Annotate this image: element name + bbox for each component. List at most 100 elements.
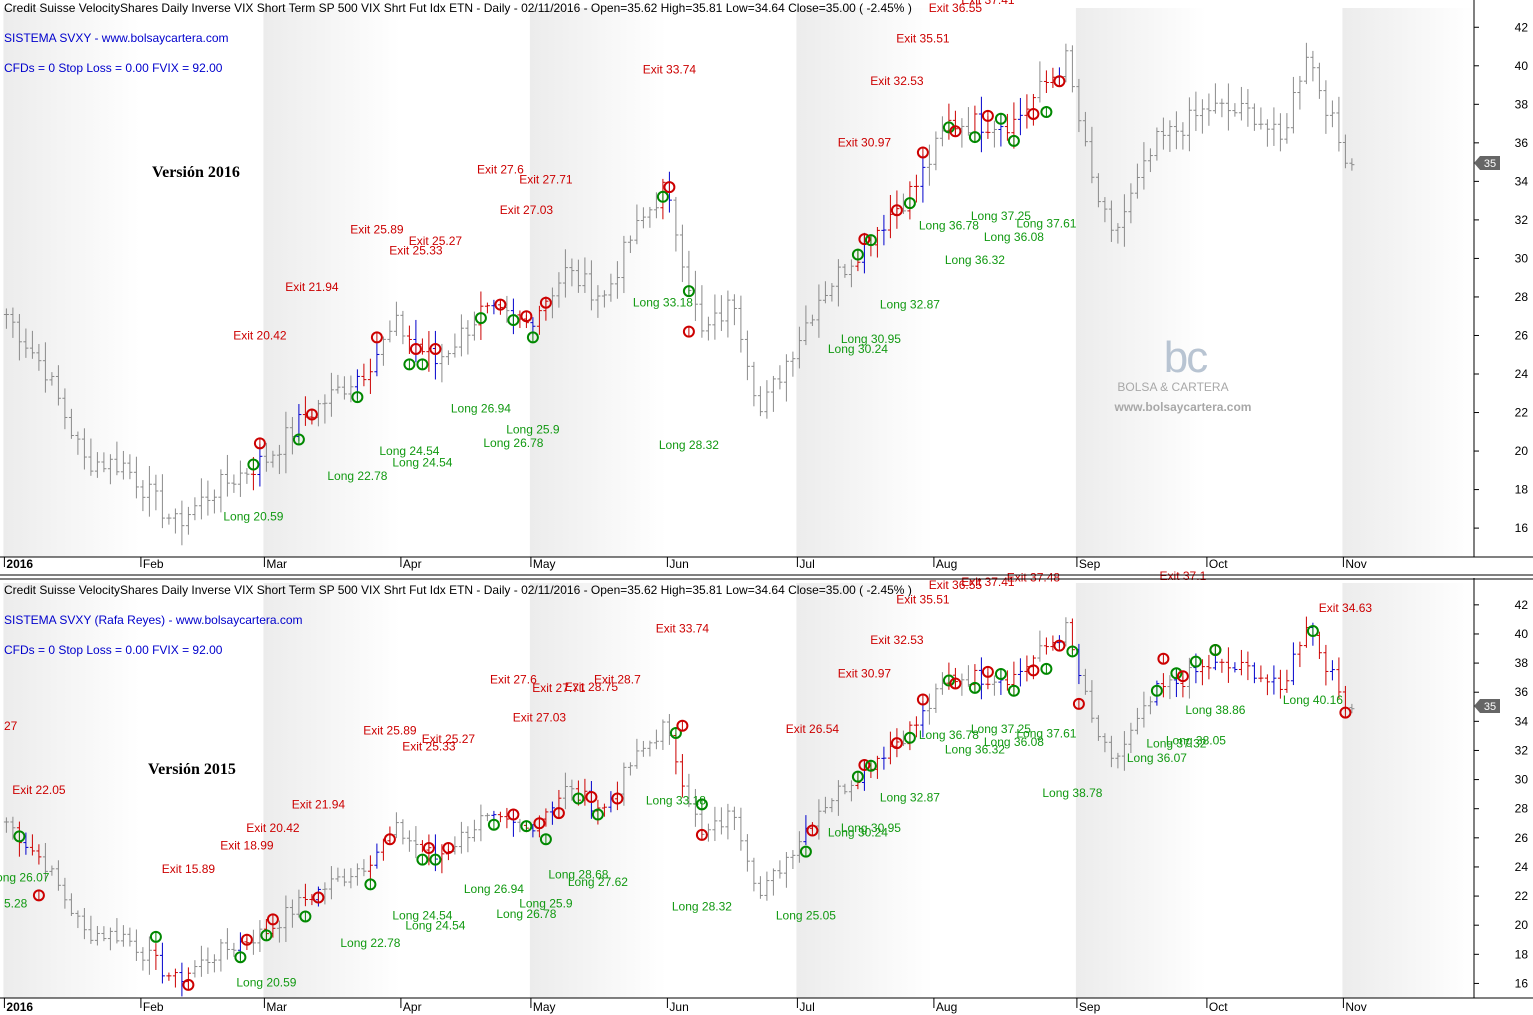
y-tick-label: 26: [1515, 831, 1529, 845]
long-label: Long 40.16: [1283, 693, 1343, 707]
long-label: Long 28.32: [659, 438, 719, 452]
params-label: CFDs = 0 Stop Loss = 0.00 FVIX = 92.00: [4, 61, 223, 75]
exit-label: Exit 26.54: [786, 722, 840, 736]
long-label: Long 26.78: [483, 436, 543, 450]
exit-label: Exit 34.63: [1319, 601, 1373, 615]
exit-label: Exit 27.6: [490, 672, 537, 686]
y-tick-label: 32: [1515, 213, 1529, 227]
y-tick-label: 42: [1515, 598, 1529, 612]
exit-label: Exit 30.97: [838, 667, 892, 681]
y-tick-label: 26: [1515, 328, 1529, 342]
long-label: Long 37.61: [1016, 217, 1076, 231]
params-label: CFDs = 0 Stop Loss = 0.00 FVIX = 92.00: [4, 643, 223, 657]
version-title: Versión 2015: [148, 761, 236, 778]
long-label: Long 36.32: [945, 253, 1005, 267]
long-label: Long 22.78: [340, 936, 400, 950]
y-tick-label: 30: [1515, 251, 1529, 265]
y-tick-label: 18: [1515, 483, 1529, 497]
y-tick-label: 38: [1515, 656, 1529, 670]
x-tick-label: May: [533, 1000, 556, 1014]
month-stripe: [400, 8, 530, 557]
exit-label: Exit 37.41: [961, 0, 1015, 7]
exit-label: Exit 27.6: [477, 163, 524, 177]
x-tick-label: Jul: [799, 1000, 814, 1014]
long-label: Long 30.95: [841, 821, 901, 835]
x-tick-label: Jul: [799, 557, 814, 571]
x-tick-label: Nov: [1345, 557, 1366, 571]
x-tick-label: Jun: [669, 1000, 688, 1014]
y-tick-label: 36: [1515, 685, 1529, 699]
exit-label: Exit 27.03: [513, 710, 567, 724]
month-stripe: [3, 8, 140, 557]
exit-label: Exit 37.1: [1160, 569, 1207, 583]
long-label: Long 37.61: [1016, 726, 1076, 740]
month-stripe: [1076, 8, 1206, 557]
y-tick-label: 30: [1515, 773, 1529, 787]
y-tick-label: 34: [1515, 174, 1529, 188]
y-tick-label: 24: [1515, 367, 1529, 381]
y-tick-label: 38: [1515, 97, 1529, 111]
x-tick-label: Feb: [143, 1000, 164, 1014]
month-stripe: [1206, 8, 1343, 557]
x-tick-label: Aug: [936, 1000, 957, 1014]
exit-label: Exit 25.89: [363, 723, 417, 737]
y-tick-label: 34: [1515, 714, 1529, 728]
x-tick-label: Mar: [266, 557, 287, 571]
watermark-line1: BOLSA & CARTERA: [1117, 380, 1228, 394]
x-tick-label: Sep: [1079, 1000, 1101, 1014]
month-stripe: [666, 8, 796, 557]
long-label: Long 26.94: [464, 882, 524, 896]
panel-version-2015: 16182022242628303234363840422016 Feb Mar Ap…: [0, 569, 1533, 1014]
long-label: Long 24.54: [392, 455, 452, 469]
exit-label: Exit 32.53: [870, 633, 924, 647]
exit-label: Exit 15.89: [162, 862, 216, 876]
y-tick-label: 24: [1515, 860, 1529, 874]
x-tick-label: Nov: [1345, 1000, 1366, 1014]
y-tick-label: 28: [1515, 802, 1529, 816]
exit-label: Exit 18.99: [220, 838, 274, 852]
month-stripe: [140, 8, 264, 557]
long-label: Long 25.9: [506, 423, 560, 437]
long-label: Long 36.08: [984, 230, 1044, 244]
exit-label: Exit 20.42: [233, 328, 287, 342]
month-stripe: [1342, 583, 1474, 998]
chart-header: Credit Suisse VelocityShares Daily Inver…: [4, 1, 912, 15]
exit-label: Exit 21.94: [285, 280, 339, 294]
long-label: Long 20.59: [236, 975, 296, 989]
y-tick-label: 40: [1515, 59, 1529, 73]
y-tick-label: 22: [1515, 406, 1529, 420]
exit-label: Exit 35.51: [896, 32, 950, 46]
exit-label: Exit 21.94: [292, 798, 346, 812]
x-tick-label: Jun: [669, 557, 688, 571]
system-label: SISTEMA SVXY (Rafa Reyes) - www.bolsayca…: [4, 613, 303, 627]
watermark-line2: www.bolsaycartera.com: [1114, 400, 1252, 414]
long-label: Long 26.07: [0, 871, 50, 885]
x-tick-label: 2016: [6, 557, 33, 571]
watermark-logo: bc: [1164, 333, 1207, 382]
x-tick-label: Feb: [143, 557, 164, 571]
x-tick-label: Apr: [403, 557, 422, 571]
month-stripe: [1206, 583, 1343, 998]
month-stripe: [796, 8, 933, 557]
month-stripe: [530, 8, 667, 557]
exit-label: 27: [4, 719, 18, 733]
long-label: Long 24.54: [405, 919, 465, 933]
y-tick-label: 20: [1515, 918, 1529, 932]
long-label: Long 36.07: [1127, 751, 1187, 765]
long-label: Long 26.94: [451, 402, 511, 416]
long-label: Long 22.78: [327, 469, 387, 483]
long-label: Long 28.32: [672, 900, 732, 914]
last-price-label: 35: [1484, 158, 1496, 170]
long-label: Long 27.62: [568, 875, 628, 889]
y-tick-label: 36: [1515, 136, 1529, 150]
month-stripe: [933, 8, 1076, 557]
exit-label: Exit 30.97: [838, 136, 892, 150]
y-tick-label: 42: [1515, 20, 1529, 34]
exit-label: Exit 25.27: [409, 234, 463, 248]
x-tick-label: Sep: [1079, 557, 1101, 571]
long-label: Long 38.78: [1042, 786, 1102, 800]
y-tick-label: 18: [1515, 947, 1529, 961]
last-price-label: 35: [1484, 701, 1496, 713]
exit-label: Exit 32.53: [870, 74, 924, 88]
